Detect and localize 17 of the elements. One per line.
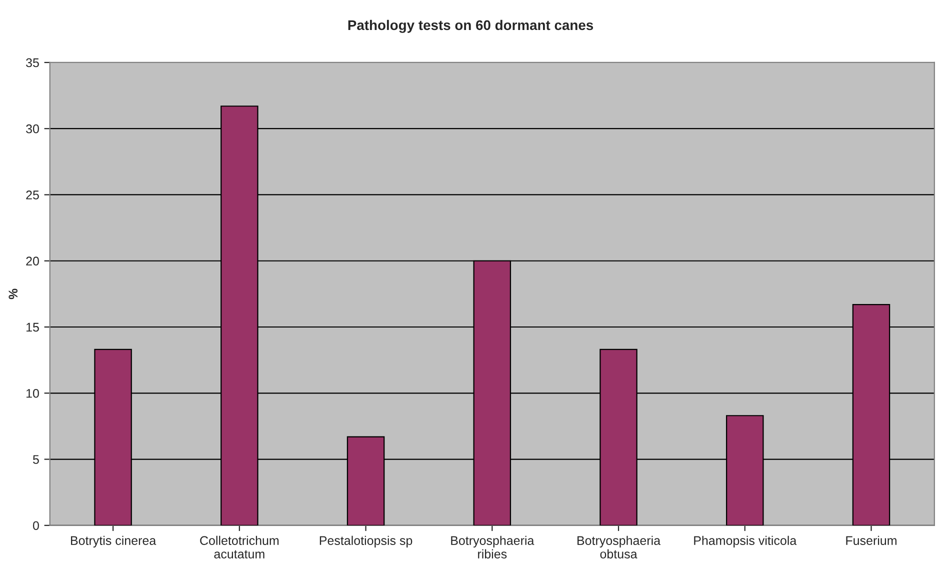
y-tick-label: 0	[32, 521, 39, 530]
x-tick-label: Phamopsis viticola	[694, 536, 797, 548]
x-tick-label: Botryosphaeria obtusa	[577, 536, 661, 558]
y-tick-label: 5	[33, 455, 39, 464]
y-tick-label: 15	[26, 322, 39, 332]
x-tick-label: Botrytis cinerea	[71, 536, 156, 548]
x-tick-label: Colletotrichum acutatum	[200, 536, 279, 558]
y-tick-label: 20	[26, 256, 39, 266]
x-tick-label: Fuserium	[846, 536, 896, 545]
y-tick-label: 10	[26, 388, 39, 398]
x-tick-label: Botryosphaeria ribies	[451, 536, 534, 558]
y-tick-label: 25	[26, 190, 39, 200]
y-tick-label: 35	[26, 58, 39, 68]
chart-title: Pathology tests on 60 dormant canes	[348, 20, 594, 33]
y-axis-title: %	[8, 288, 18, 300]
y-tick-label: 30	[26, 124, 39, 134]
x-tick-label: Pestalotiopsis sp	[320, 536, 412, 548]
